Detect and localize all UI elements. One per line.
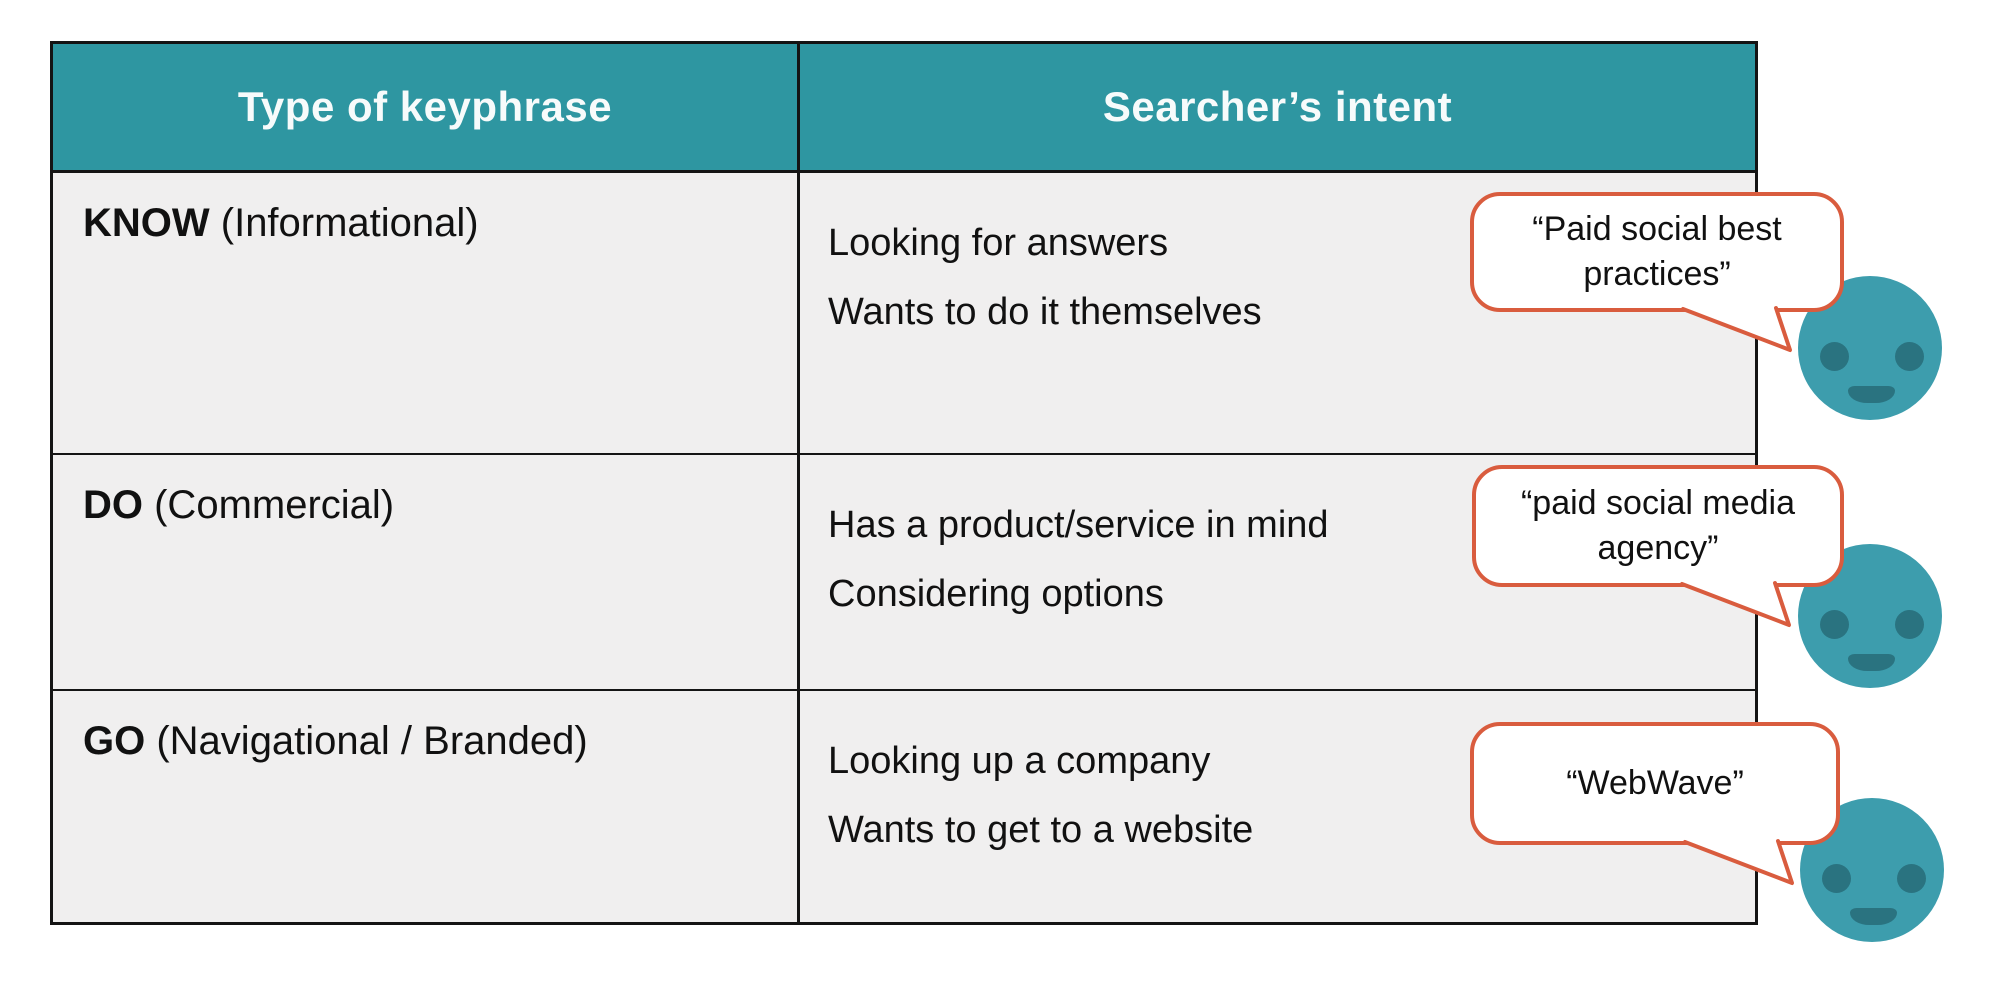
keyword-qualifier: (Commercial) [143, 483, 395, 527]
row-do-intent-cell: Has a product/service in mind Considerin… [800, 455, 1755, 691]
example-keyphrase: “Paid social best practices” [1532, 209, 1782, 293]
intent-line: Looking for answers [828, 222, 1169, 264]
searcher-face-icon [1798, 544, 1942, 688]
face-eye-icon [1897, 864, 1926, 893]
speech-bubble-tail-icon [1683, 839, 1794, 885]
keyword-qualifier: (Navigational / Branded) [145, 719, 588, 763]
keyword-go: GO [83, 719, 146, 763]
row-do-type-cell: DO (Commercial) [53, 455, 800, 691]
keyword-know: KNOW [83, 201, 210, 245]
speech-bubble-do: “paid social media agency” [1472, 465, 1844, 587]
keyword-qualifier: (Informational) [209, 201, 479, 245]
face-eye-icon [1895, 610, 1924, 639]
row-go-type-cell: GO (Navigational / Branded) [53, 691, 800, 922]
face-mouth-icon [1848, 386, 1895, 403]
speech-bubble-know: “Paid social best practices” [1470, 192, 1844, 312]
face-eye-icon [1820, 610, 1849, 639]
face-eye-icon [1895, 342, 1924, 371]
intent-line: Considering options [828, 573, 1164, 616]
keyword-do: DO [83, 483, 143, 527]
speech-bubble-tail-icon [1680, 581, 1791, 627]
row-know-type-cell: KNOW (Informational) [53, 173, 800, 455]
speech-bubble-go: “WebWave” [1470, 722, 1840, 845]
header-searchers-intent: Searcher’s intent [800, 44, 1755, 173]
intent-line: Has a product/service in mind [828, 504, 1329, 546]
speech-bubble-tail-icon [1681, 306, 1792, 352]
header-type-of-keyphrase: Type of keyphrase [53, 44, 800, 173]
header-label: Searcher’s intent [1102, 83, 1453, 130]
header-label: Type of keyphrase [237, 83, 613, 130]
intent-line: Looking up a company [828, 740, 1211, 782]
searcher-face-icon [1798, 276, 1942, 420]
face-eye-icon [1820, 342, 1849, 371]
row-go-intent-cell: Looking up a company Wants to get to a w… [800, 691, 1755, 922]
example-keyphrase: “WebWave” [1566, 763, 1744, 802]
example-keyphrase: “paid social media agency” [1520, 483, 1796, 567]
face-eye-icon [1822, 864, 1851, 893]
face-mouth-icon [1848, 654, 1895, 671]
intent-line: Wants to get to a website [828, 809, 1254, 852]
row-know-intent-cell: Looking for answers Wants to do it thems… [800, 173, 1755, 455]
face-mouth-icon [1850, 908, 1897, 925]
intent-line: Wants to do it themselves [828, 291, 1262, 334]
